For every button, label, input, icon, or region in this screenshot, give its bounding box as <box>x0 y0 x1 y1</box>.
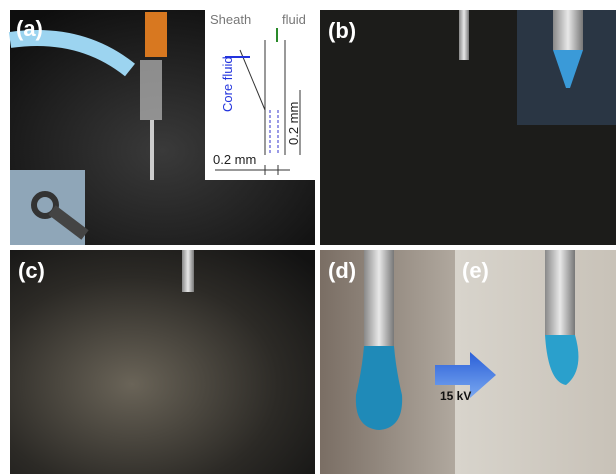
panel-label: (a) <box>16 16 43 41</box>
dim-horizontal: 0.2 mm <box>213 152 256 167</box>
panel-label: (b) <box>328 18 356 43</box>
sheath-label: Sheath <box>210 12 251 27</box>
figure: Sheath fluid Core fluid 0.2 mm 0.2 mm (a… <box>0 0 616 474</box>
photo-c <box>10 250 315 474</box>
droplet <box>356 346 402 430</box>
needle <box>182 250 194 292</box>
needle <box>364 250 394 346</box>
fluid-label: fluid <box>282 12 306 27</box>
core-label: Core fluid <box>220 56 235 112</box>
needle <box>459 10 469 60</box>
holder <box>140 60 162 120</box>
dim-vertical: 0.2 mm <box>286 102 301 145</box>
syringe <box>145 12 167 57</box>
panel-label: (c) <box>18 258 45 283</box>
needle <box>545 250 575 335</box>
needle <box>553 10 583 50</box>
voltage-label: 15 kV <box>440 389 471 403</box>
panel-label: (d) <box>328 258 356 283</box>
panel-label: (e) <box>462 258 489 283</box>
